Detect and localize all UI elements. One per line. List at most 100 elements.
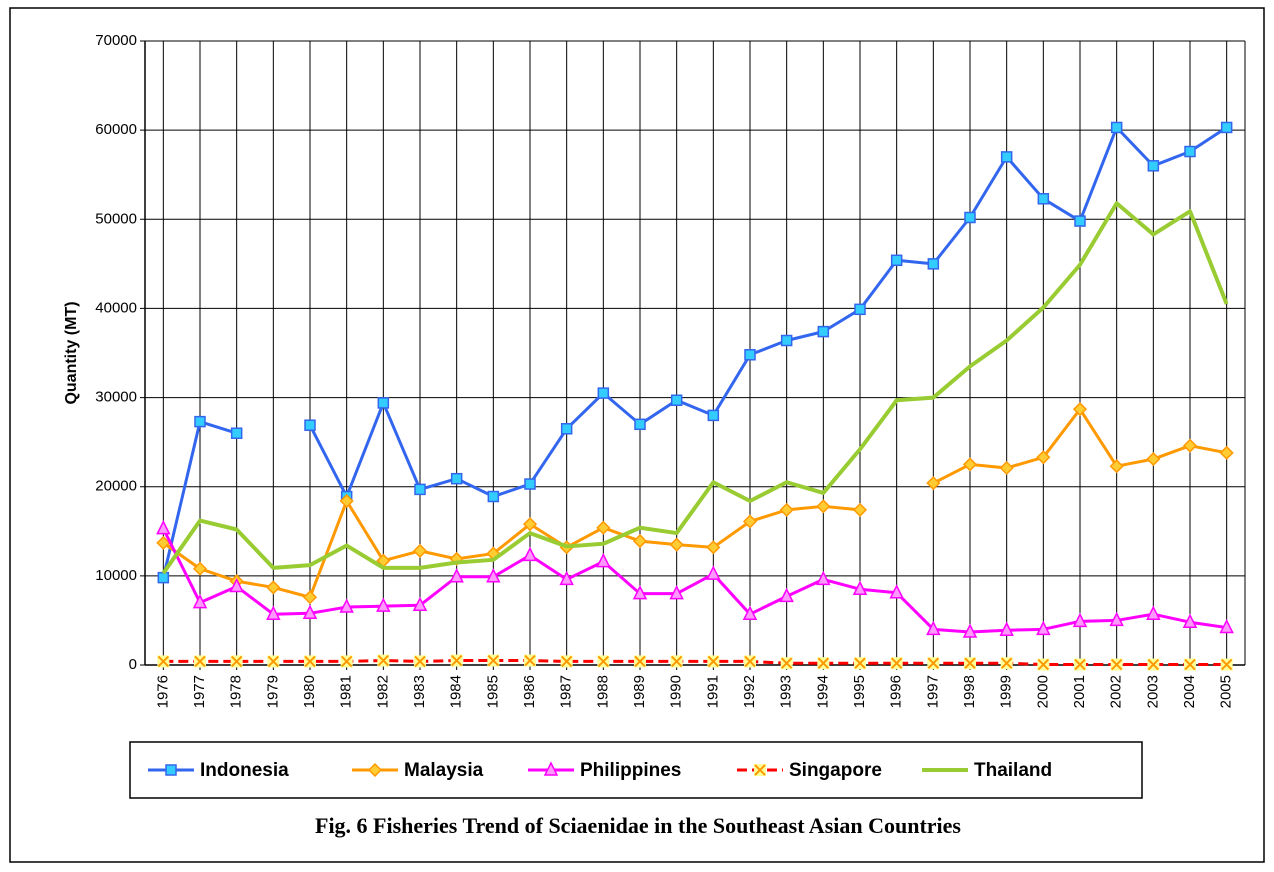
- marker-x: [964, 657, 976, 669]
- data-point: [854, 657, 866, 670]
- data-point: [1072, 402, 1088, 417]
- data-point: [267, 655, 280, 668]
- series-line: [161, 201, 1229, 575]
- x-tick-label: 1992: [741, 675, 758, 708]
- data-point: [744, 655, 756, 668]
- data-point: [1109, 611, 1124, 627]
- data-point: [1036, 450, 1051, 465]
- y-tick-label: 70000: [95, 32, 137, 49]
- data-point: [524, 654, 536, 667]
- data-point: [669, 537, 684, 552]
- data-point: [670, 655, 683, 668]
- data-point: [852, 502, 868, 517]
- data-point: [999, 460, 1014, 476]
- data-point: [414, 483, 426, 496]
- data-point: [486, 568, 501, 583]
- data-point: [1000, 657, 1013, 670]
- marker-x: [634, 655, 646, 668]
- data-point: [962, 623, 978, 638]
- data-point: [192, 561, 208, 576]
- marker-x: [1000, 657, 1013, 669]
- data-point: [780, 334, 793, 347]
- frame: [9, 7, 1265, 863]
- legend-label: Philippines: [580, 760, 681, 781]
- x-tick-label: 1980: [301, 675, 318, 708]
- legend-marker: [543, 761, 559, 776]
- y-tick-label: 50000: [95, 210, 137, 227]
- x-tick-label: 2005: [1218, 675, 1235, 708]
- data-point: [1220, 658, 1233, 671]
- marker-x: [1184, 658, 1196, 671]
- marker-x: [597, 655, 610, 668]
- data-point: [632, 585, 648, 600]
- x-tick-label: 1987: [558, 675, 575, 708]
- data-point: [522, 546, 538, 562]
- data-point: [1110, 658, 1123, 671]
- data-point: [854, 303, 866, 316]
- data-point: [1037, 658, 1050, 671]
- data-point: [194, 655, 206, 668]
- data-point: [962, 457, 978, 472]
- data-point: [1220, 121, 1233, 134]
- x-tick-label: 1998: [961, 675, 978, 708]
- data-point: [304, 655, 316, 668]
- data-point: [450, 654, 463, 667]
- x-tick-label: 1995: [851, 675, 868, 708]
- marker-x: [560, 655, 573, 668]
- data-point: [707, 409, 720, 422]
- data-point: [1147, 658, 1160, 671]
- data-point: [669, 585, 684, 600]
- data-point: [304, 419, 316, 431]
- data-point: [412, 543, 428, 558]
- data-point: [156, 535, 171, 550]
- data-point: [706, 565, 721, 580]
- legend-label: Singapore: [789, 760, 882, 781]
- data-point: [302, 590, 318, 605]
- data-point: [779, 587, 794, 603]
- marker-x: [1147, 658, 1160, 671]
- marker-x: [1037, 658, 1050, 671]
- data-point: [1184, 658, 1196, 671]
- x-tick-label: 1981: [338, 675, 355, 708]
- x-tick-label: 2002: [1108, 675, 1125, 708]
- marker-x: [304, 655, 316, 668]
- x-tick-label: 1991: [704, 675, 721, 708]
- data-point: [229, 577, 244, 593]
- data-point: [742, 514, 758, 529]
- data-point: [926, 476, 941, 491]
- x-tick-label: 1999: [998, 675, 1015, 708]
- marker-x: [890, 657, 903, 669]
- data-point: [1146, 605, 1161, 620]
- y-tick-label: 30000: [95, 389, 137, 406]
- data-point: [230, 427, 243, 439]
- series-line: [161, 527, 1227, 634]
- data-point: [634, 655, 646, 668]
- data-point: [340, 655, 353, 668]
- marker-x: [707, 655, 720, 668]
- data-point: [1219, 618, 1234, 634]
- data-point: [1182, 613, 1198, 628]
- x-tick-label: 1982: [374, 675, 391, 708]
- data-point: [816, 570, 831, 586]
- marker-x: [927, 657, 940, 669]
- x-tick-label: 1996: [888, 675, 905, 708]
- data-point: [597, 387, 610, 399]
- x-tick-label: 1989: [631, 675, 648, 708]
- x-tick-label: 2003: [1144, 675, 1161, 708]
- data-point: [597, 655, 610, 668]
- legend-marker: [367, 762, 383, 778]
- data-point: [192, 593, 208, 609]
- x-tick-label: 2001: [1071, 675, 1088, 708]
- data-point: [1036, 620, 1051, 636]
- marker-x: [194, 655, 206, 668]
- data-point: [559, 570, 574, 586]
- data-point: [1000, 151, 1013, 163]
- data-point: [1074, 215, 1086, 227]
- x-tick-label: 1985: [484, 675, 501, 708]
- marker-x: [487, 654, 500, 667]
- x-tick-label: 1988: [594, 675, 611, 708]
- data-point: [560, 423, 573, 435]
- marker-x: [524, 654, 536, 667]
- data-point: [817, 657, 830, 670]
- data-point: [744, 349, 756, 361]
